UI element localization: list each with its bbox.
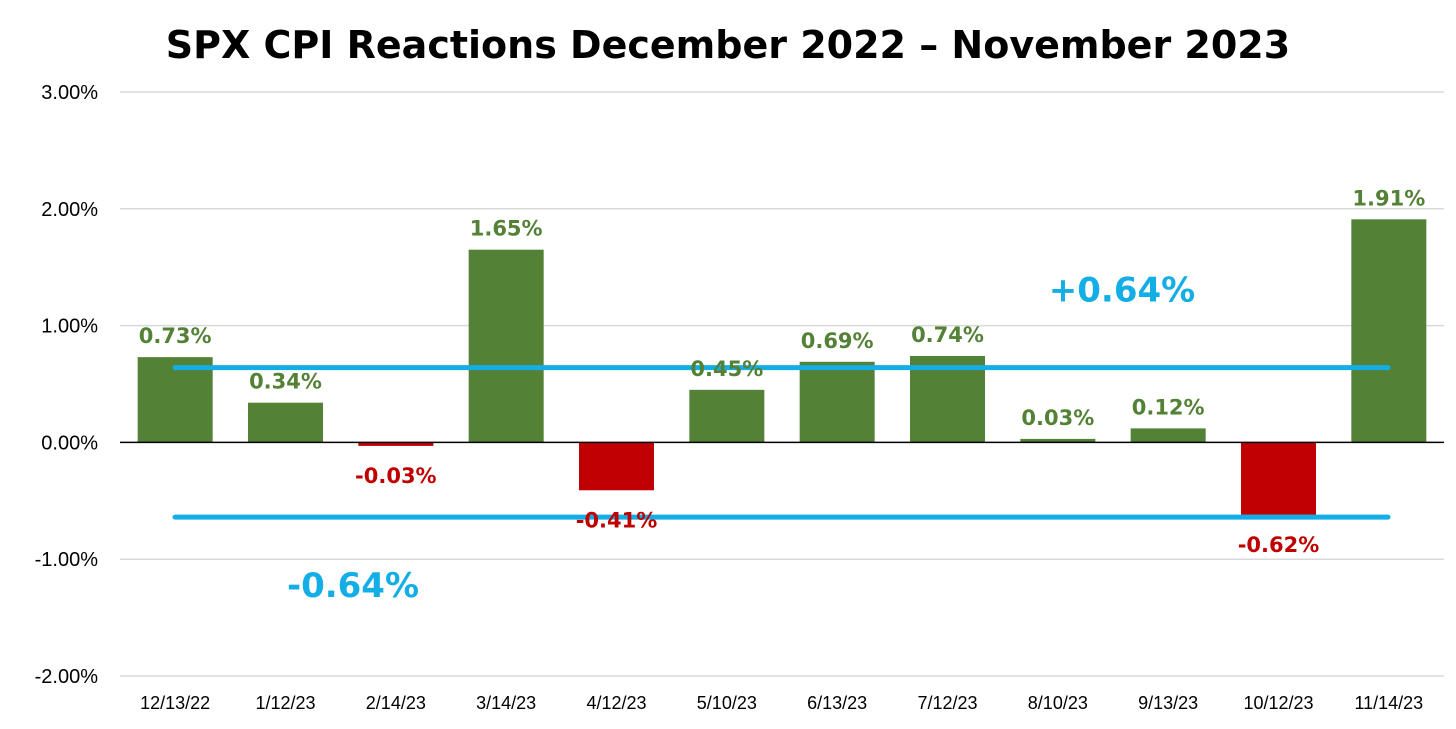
data-label: 0.12% (1132, 395, 1205, 419)
data-label: 0.34% (249, 370, 322, 394)
bar (358, 442, 434, 446)
bar (248, 402, 323, 443)
data-label: 1.91% (1352, 186, 1425, 210)
y-tick-label: 2.00% (41, 199, 98, 221)
bar (1020, 438, 1096, 443)
x-tick-label: 3/14/23 (476, 693, 536, 713)
y-tick-label: 0.00% (41, 432, 98, 454)
reference-line-label: -0.64% (287, 566, 419, 606)
data-label: 0.69% (801, 329, 874, 353)
x-tick-label: 2/14/23 (366, 693, 426, 713)
x-tick-label: 12/13/22 (140, 693, 210, 713)
bar (579, 442, 654, 491)
y-tick-label: -2.00% (35, 666, 99, 688)
reference-line-label: +0.64% (1049, 271, 1195, 311)
data-label: 1.65% (470, 217, 543, 241)
bar (468, 249, 544, 443)
x-tick-label: 6/13/23 (807, 693, 867, 713)
data-label: -0.62% (1238, 533, 1320, 557)
x-tick-label: 9/13/23 (1138, 693, 1198, 713)
chart-title: SPX CPI Reactions December 2022 – Novemb… (166, 23, 1290, 67)
data-label: 0.45% (690, 357, 763, 381)
bar (1351, 219, 1427, 443)
y-tick-label: -1.00% (35, 549, 99, 571)
data-label: 0.74% (911, 323, 984, 347)
data-label: -0.41% (576, 508, 658, 532)
bar (137, 357, 213, 443)
x-tick-label: 10/12/23 (1243, 693, 1313, 713)
data-label: 0.73% (139, 324, 212, 348)
bar (689, 389, 765, 443)
data-label: 0.03% (1021, 406, 1094, 430)
x-tick-label: 1/12/23 (255, 693, 315, 713)
y-tick-label: 1.00% (41, 316, 98, 338)
bar (910, 355, 985, 443)
bar (1241, 442, 1316, 515)
x-tick-label: 7/12/23 (917, 693, 977, 713)
x-tick-label: 11/14/23 (1354, 693, 1423, 713)
bar (1130, 428, 1206, 443)
x-tick-label: 8/10/23 (1028, 693, 1088, 713)
bar (799, 361, 875, 443)
x-tick-label: 4/12/23 (586, 693, 646, 713)
y-tick-label: 3.00% (41, 82, 98, 104)
x-tick-label: 5/10/23 (697, 693, 757, 713)
data-label: -0.03% (355, 464, 437, 488)
